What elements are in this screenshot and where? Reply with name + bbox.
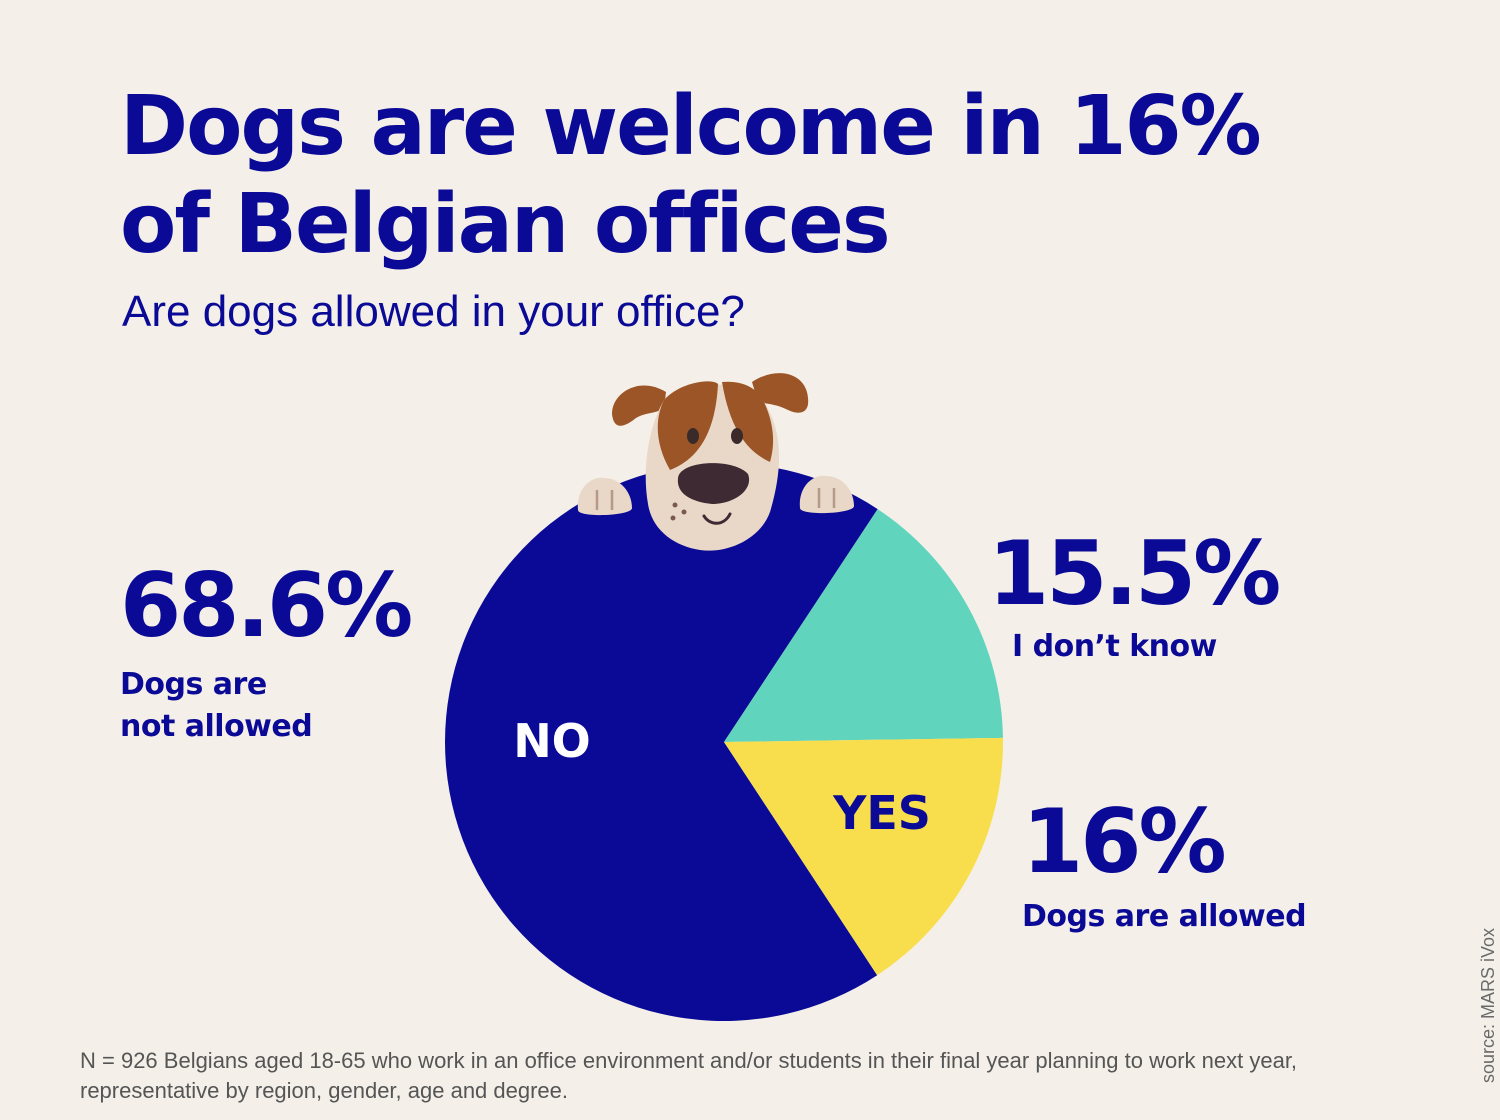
pie-slice-no [445,462,878,1021]
label-allowed: Dogs are allowed [1022,899,1307,934]
callout-dont-know: 15.5% I don’t know [988,530,1348,668]
label-not-allowed-line-1: Dogs are [120,667,267,702]
percent-dont-know: 15.5% [988,522,1281,625]
label-not-allowed-line-2: not allowed [120,709,313,744]
footnote-line-2: representative by region, gender, age an… [80,1078,569,1103]
dog-peeking-icon [577,373,854,551]
percent-not-allowed: 68.6% [120,554,413,657]
title-line-1: Dogs are welcome in 16% [120,79,1262,174]
percent-allowed: 16% [1022,790,1227,893]
page-title: Dogs are welcome in 16% of Belgian offic… [120,78,1320,274]
chart-question: Are dogs allowed in your office? [122,287,745,336]
footnote-line-1: N = 926 Belgians aged 18-65 who work in … [80,1048,1298,1073]
source-credit: source: MARS iVox [1478,927,1498,1083]
title-line-2: of Belgian offices [120,177,891,272]
callout-allowed: 16% Dogs are allowed [1022,798,1382,938]
footnote: N = 926 Belgians aged 18-65 who work in … [80,1046,1400,1106]
label-not-allowed: Dogs are not allowed [120,664,440,748]
pie-slice-dont-know [724,509,1003,742]
callout-not-allowed: 68.6% Dogs are not allowed [120,562,440,748]
slice-label-no: NO [513,714,591,768]
pie-slice-yes [724,737,1004,976]
label-dont-know: I don’t know [1012,629,1217,664]
pie-slices [445,462,1004,1021]
slice-label-yes: YES [832,786,931,840]
